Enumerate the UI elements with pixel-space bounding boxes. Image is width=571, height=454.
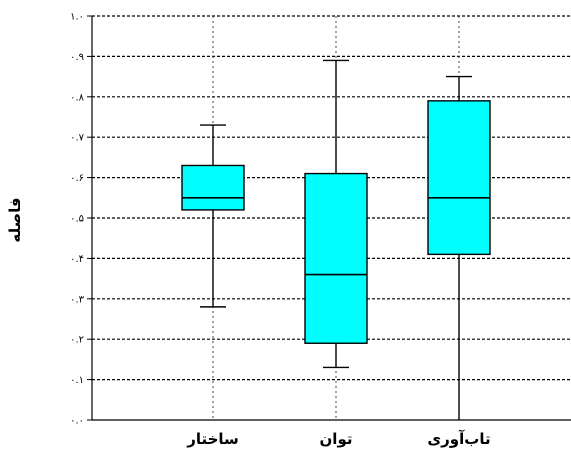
x-category-label: تاب‌آوری — [427, 430, 490, 448]
y-tick-label: ۰.۹ — [70, 52, 84, 63]
y-tick-label: ۰.۳ — [70, 294, 85, 305]
y-tick-label: ۰.۵ — [70, 214, 84, 225]
y-tick-label: ۰.۱ — [70, 375, 84, 386]
x-category-label: توان — [320, 430, 353, 448]
y-tick-label: ۰.۶ — [70, 173, 84, 184]
y-tick-label: ۱.۰ — [70, 12, 84, 23]
y-tick-label: ۰.۲ — [70, 335, 84, 346]
y-axis-label: فاصله — [6, 197, 24, 242]
label-layer: ۰.۰ ۰.۱ ۰.۲ ۰.۳ ۰.۴ ۰.۵ ۰.۶ ۰.۷ ۰.۸ ۰.۹ ۱.۰ ساختار ت… — [70, 12, 491, 449]
y-tick-label: ۰.۴ — [70, 254, 84, 265]
y-tick-label: ۰.۸ — [70, 92, 85, 103]
x-category-label: ساختار — [186, 430, 239, 448]
iqr-box — [304, 172, 368, 344]
box-layer — [181, 59, 491, 420]
axis-layer — [87, 15, 571, 421]
y-tick-label: ۰.۷ — [70, 133, 85, 144]
iqr-box — [181, 164, 245, 211]
iqr-box — [427, 100, 491, 256]
y-tick-label: ۰.۰ — [70, 416, 84, 427]
